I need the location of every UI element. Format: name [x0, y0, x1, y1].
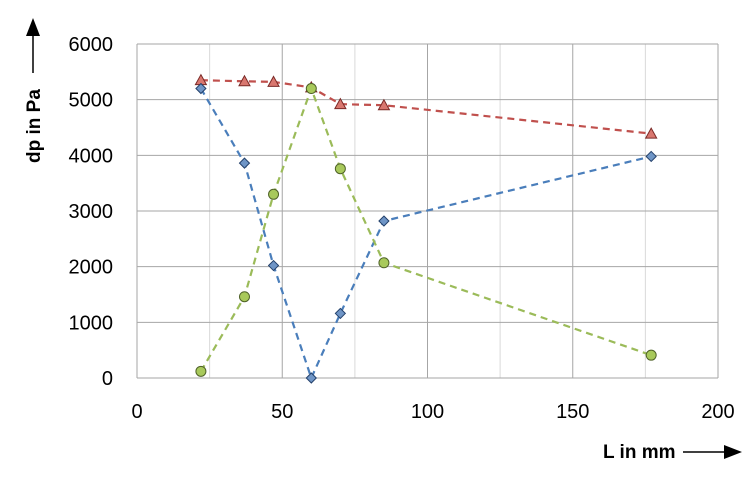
data-point-triangle — [377, 98, 391, 111]
data-point-triangle — [644, 127, 658, 139]
y-axis-arrow-head — [26, 18, 40, 36]
y-tick-label: 0 — [102, 368, 113, 390]
x-tick-label: 200 — [701, 401, 734, 423]
x-axis-title: L in mm — [603, 442, 676, 463]
data-point-diamond — [238, 157, 251, 169]
series-line-2 — [199, 87, 652, 382]
y-tick-label: 6000 — [69, 34, 114, 56]
series-line-3 — [199, 85, 652, 372]
data-points — [194, 73, 658, 384]
data-point-diamond — [195, 82, 207, 95]
data-point-diamond — [378, 215, 390, 227]
data-point-diamond — [645, 150, 657, 163]
x-tick-label: 150 — [556, 401, 589, 423]
x-axis-arrow-head — [724, 445, 742, 459]
data-point-circle — [645, 349, 657, 361]
data-point-circle — [305, 83, 317, 95]
data-point-diamond — [267, 259, 280, 272]
y-tick-label: 1000 — [69, 312, 114, 334]
y-axis-title-group: dp in Pa — [24, 18, 45, 163]
data-point-circle — [238, 291, 250, 303]
data-point-circle — [334, 163, 346, 175]
series-line-1 — [200, 79, 652, 135]
x-axis-title-group: L in mm — [603, 442, 742, 463]
data-point-circle — [268, 188, 280, 200]
y-tick-label: 2000 — [69, 257, 114, 279]
data-point-circle — [378, 257, 390, 269]
x-tick-label: 0 — [131, 401, 142, 423]
data-point-diamond — [334, 307, 347, 320]
y-axis-title: dp in Pa — [24, 89, 45, 163]
data-point-triangle — [267, 75, 280, 87]
x-tick-label: 100 — [411, 401, 444, 423]
y-tick-label: 4000 — [69, 145, 114, 167]
x-tick-label: 50 — [271, 401, 293, 423]
data-point-diamond — [305, 372, 318, 384]
y-tick-label: 3000 — [69, 201, 114, 223]
data-point-triangle — [238, 74, 251, 87]
series-lines — [199, 79, 652, 382]
data-point-triangle — [334, 97, 347, 110]
data-point-circle — [195, 365, 207, 377]
y-tick-label: 5000 — [69, 90, 114, 112]
